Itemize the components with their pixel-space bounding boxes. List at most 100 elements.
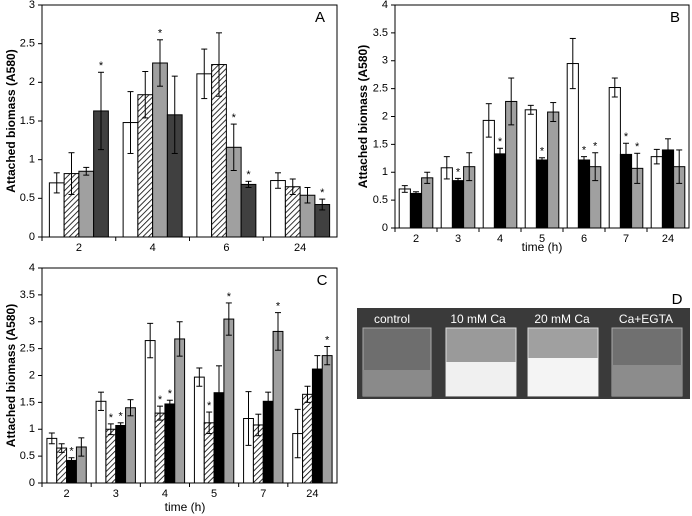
- x-tick-label: 24: [294, 242, 306, 254]
- bar: [661, 149, 675, 229]
- y-tick-label: 1: [29, 423, 35, 435]
- bar: [451, 180, 465, 229]
- y-tick-label: 3: [29, 316, 35, 328]
- error-bar: [245, 391, 252, 446]
- bar: [321, 355, 333, 484]
- y-tick-label: 0: [29, 477, 35, 489]
- bar: [409, 192, 423, 229]
- bar: [144, 340, 156, 484]
- container-contents: [446, 362, 516, 396]
- error-bar: [68, 152, 75, 195]
- error-bar: [147, 322, 154, 359]
- y-tick-label: 0.5: [373, 194, 388, 206]
- bar: [608, 87, 621, 229]
- error-bar: [157, 405, 163, 421]
- y-tick-label: 1.5: [20, 396, 35, 408]
- bar: [577, 159, 591, 229]
- bar: [152, 62, 168, 238]
- y-tick-label: 2: [29, 76, 35, 88]
- y-tick-label: 2: [382, 110, 388, 122]
- bar: [493, 153, 507, 229]
- x-tick-label: 4: [497, 233, 503, 245]
- panel-letter: D: [672, 291, 683, 308]
- x-tick-label: 5: [211, 488, 217, 500]
- error-bar: [255, 413, 262, 437]
- x-tick-label: 7: [260, 488, 266, 500]
- error-bar: [53, 172, 60, 194]
- y-tick-label: 0.5: [20, 192, 35, 204]
- error-bar: [245, 180, 252, 189]
- y-tick-label: 3: [29, 0, 35, 11]
- bar: [154, 412, 166, 484]
- bar: [535, 159, 549, 229]
- error-bar: [48, 432, 55, 445]
- x-tick-label: 3: [113, 488, 119, 500]
- x-tick-label: 3: [455, 233, 461, 245]
- bar: [78, 170, 95, 238]
- error-bar: [665, 138, 671, 162]
- error-bar: [58, 443, 65, 453]
- significance-marker: *: [325, 334, 330, 346]
- significance-marker: *: [158, 28, 163, 40]
- error-bar: [275, 312, 281, 351]
- error-bar: [275, 172, 281, 189]
- y-tick-label: 0: [382, 222, 388, 234]
- x-tick-label: 24: [662, 233, 674, 245]
- x-tick-label: 2: [76, 242, 82, 254]
- bar: [223, 318, 235, 484]
- significance-marker: *: [109, 412, 114, 424]
- significance-marker: *: [119, 411, 124, 423]
- significance-marker: *: [582, 145, 587, 157]
- error-bar: [78, 437, 85, 457]
- x-tick-label: 24: [306, 488, 318, 500]
- y-tick-label: 2.5: [373, 83, 388, 95]
- error-bar: [539, 157, 545, 163]
- error-bar: [569, 37, 576, 90]
- photo-label: 20 mM Ca: [534, 312, 590, 326]
- error-bar: [550, 102, 557, 123]
- error-bar: [455, 177, 461, 184]
- error-bar: [265, 391, 272, 411]
- significance-marker: *: [99, 60, 104, 72]
- y-tick-label: 2.5: [20, 38, 35, 50]
- error-bar: [230, 123, 237, 171]
- y-tick-label: 0: [29, 231, 35, 243]
- error-bar: [107, 423, 114, 436]
- bar: [398, 188, 411, 229]
- y-tick-label: 1: [382, 166, 388, 178]
- y-tick-label: 2: [29, 369, 35, 381]
- error-bar: [216, 365, 222, 421]
- error-bar: [314, 355, 321, 383]
- significance-marker: *: [168, 388, 173, 400]
- error-bar: [225, 302, 232, 336]
- bar: [174, 338, 186, 484]
- error-bar: [176, 321, 183, 357]
- y-tick-label: 3: [382, 55, 388, 67]
- bar: [193, 376, 205, 484]
- x-tick-label: 6: [581, 233, 587, 245]
- significance-marker: *: [456, 166, 461, 178]
- bar: [311, 368, 323, 484]
- error-bar: [324, 345, 331, 366]
- y-tick-label: 3.5: [373, 27, 388, 39]
- error-bar: [485, 103, 492, 138]
- significance-marker: *: [232, 112, 237, 124]
- error-bar: [676, 149, 683, 184]
- bar: [421, 177, 434, 229]
- error-bar: [623, 142, 629, 167]
- error-bar: [166, 399, 173, 409]
- error-bar: [196, 367, 203, 387]
- x-tick-label: 5: [539, 233, 545, 245]
- error-bar: [413, 191, 419, 196]
- x-axis-title: time (h): [165, 500, 206, 514]
- error-bar: [289, 178, 296, 195]
- significance-marker: *: [593, 141, 598, 153]
- y-tick-label: 1: [29, 154, 35, 166]
- panel-letter: A: [315, 9, 325, 26]
- y-tick-label: 3.5: [20, 289, 35, 301]
- significance-marker: *: [227, 291, 232, 303]
- bar: [164, 403, 176, 484]
- bar: [125, 407, 136, 484]
- y-tick-label: 4: [29, 262, 35, 274]
